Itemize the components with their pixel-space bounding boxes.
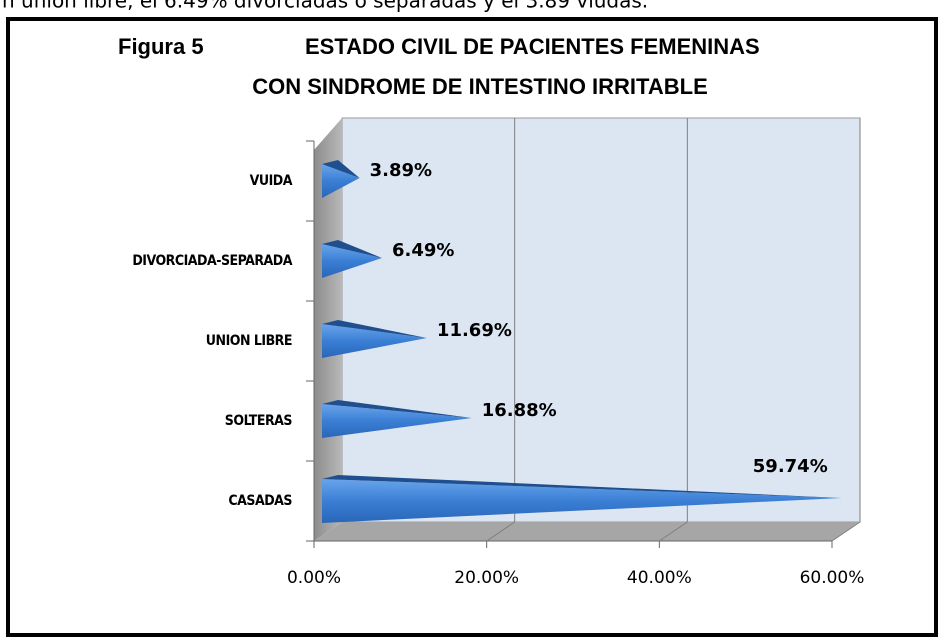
cone-bar [322,244,383,278]
grid-line [486,521,515,542]
floor [314,522,860,541]
cone-top [322,240,383,258]
cone-bar [322,479,842,523]
data-label: 59.74% [753,456,828,477]
y-tick-label: DIVORCIADA-SEPARADA [132,253,292,269]
chart-title: ESTADO CIVIL DE PACIENTES FEMENINAS [305,34,760,59]
cone-bar [322,404,472,438]
cone-bar [322,164,360,198]
cone-top [322,320,427,338]
x-tick-label: 60.00% [800,568,865,588]
y-tick-label: VUIDA [250,173,293,189]
data-label: 11.69% [437,320,512,341]
header-fragment: n unión libre, el 6.49% divorciadas o se… [2,0,648,13]
x-tick-label: 40.00% [627,568,692,588]
x-tick-label: 0.00% [287,568,341,588]
grid-line [659,521,688,542]
data-label: 3.89% [370,160,432,181]
y-tick-label: UNION LIBRE [206,333,292,349]
cone-top [322,475,842,498]
data-label: 6.49% [392,240,454,261]
data-label: 16.88% [482,400,557,421]
cone-top [322,400,472,418]
cone-bar [322,324,427,358]
y-tick-label: SOLTERAS [225,413,293,429]
x-tick-label: 20.00% [454,568,519,588]
grid-line [831,521,861,542]
chart-title: CON SINDROME DE INTESTINO IRRITABLE [252,74,708,99]
figure-label: Figura 5 [118,34,204,59]
y-tick-label: CASADAS [228,493,292,509]
cone-top [322,160,360,178]
